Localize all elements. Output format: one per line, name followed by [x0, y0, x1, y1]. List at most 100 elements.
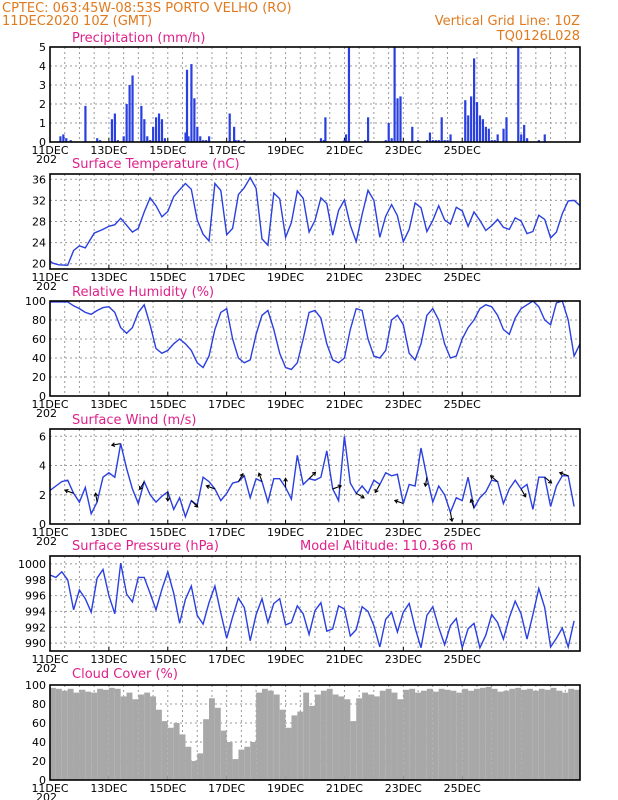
cloud-cover-column: [144, 692, 151, 780]
precip-bar: [478, 115, 482, 142]
precip-xtick-label: 11DEC: [31, 144, 68, 157]
precip-year-label: 202: [36, 153, 57, 166]
precip-bar: [526, 138, 529, 142]
wind-arrowhead: [93, 492, 99, 497]
date-header: 11DEC2020 10Z (GMT): [2, 14, 152, 29]
cloud-xtick-label: 23DEC: [385, 782, 422, 795]
cloud-cover-column: [197, 753, 204, 780]
cloud-cover-column: [397, 699, 404, 780]
cloud-cover-column: [568, 688, 575, 780]
precip-bar: [69, 140, 72, 142]
precip-bar: [490, 140, 493, 142]
precip-bar: [205, 140, 208, 142]
precip-ytick-label: 4: [39, 60, 46, 73]
precip-bar: [517, 47, 520, 142]
wind-title: Surface Wind (m/s): [72, 413, 196, 428]
wind-arrowhead: [205, 484, 210, 489]
wind-arrowhead: [522, 493, 527, 498]
precip-bar: [184, 132, 187, 142]
temp-ytick-label: 36: [32, 173, 46, 186]
precip-bar: [344, 134, 348, 142]
cloud-cover-column: [61, 690, 68, 780]
cloud-year-label: 202: [36, 791, 57, 800]
precip-bar: [128, 85, 131, 142]
precip-bar: [367, 117, 370, 142]
wind-arrow: [424, 477, 428, 487]
cloud-cover-column: [468, 690, 474, 780]
cloud-cover-column: [120, 696, 127, 780]
precip-bar: [393, 47, 396, 142]
precip-bar: [487, 128, 490, 142]
cloud-frame: [49, 684, 581, 781]
wind-frame: [49, 428, 581, 525]
precip-bar: [470, 96, 473, 142]
cloud-cover-column: [50, 687, 56, 780]
cloud-cover-column: [232, 759, 239, 780]
cloud-cover-column: [297, 711, 304, 780]
cloud-ytick-label: 80: [32, 698, 46, 711]
cloud-cover-column: [474, 688, 480, 780]
precip-bar: [157, 113, 161, 142]
precip-bar: [116, 140, 119, 142]
wind-xtick-label: 17DEC: [208, 526, 245, 539]
pressure-ytick-label: 998: [25, 574, 46, 587]
pressure-title: Surface Pressure (hPa): [72, 539, 219, 554]
precip-bar: [62, 134, 65, 142]
precip-bar: [233, 126, 236, 142]
cloud-cover-column: [250, 742, 257, 780]
precip-bar: [322, 140, 326, 142]
cloud-cover-column: [562, 692, 569, 780]
cloud-cover-column: [409, 688, 416, 780]
cloud-cover-column: [373, 696, 380, 780]
temp-frame: [49, 173, 581, 270]
precip-bar: [387, 123, 390, 142]
precip-bar: [193, 98, 196, 142]
cloud-cover-column: [574, 689, 580, 780]
pressure-xtick-label: 23DEC: [385, 653, 422, 666]
precip-bar: [390, 138, 393, 142]
precip-xtick-label: 19DEC: [267, 144, 304, 157]
cloud-cover-column: [338, 696, 345, 780]
cloud-cover-column: [385, 688, 392, 780]
precip-xtick-label: 17DEC: [208, 144, 245, 157]
wind-arrowhead: [194, 503, 199, 508]
wind-arrowhead: [337, 484, 343, 489]
pressure-panel: Surface Pressure (hPa) 990 992 994 996 998 100…: [18, 539, 581, 675]
pressure-xtick-label: 19DEC: [267, 653, 304, 666]
precip-xtick-label: 13DEC: [90, 144, 127, 157]
wind-arrowhead: [165, 497, 171, 502]
cloud-cover-column: [538, 688, 545, 780]
temp-title: Surface Temperature (nC): [72, 157, 240, 172]
precip-bar: [146, 136, 149, 142]
precip-bar: [399, 96, 402, 142]
precip-bar: [449, 134, 452, 142]
cloud-cover-column: [362, 692, 368, 780]
wind-arrowhead: [423, 482, 429, 488]
wind-arrow: [559, 472, 569, 477]
wind-arrowhead: [548, 479, 553, 484]
cloud-cover-column: [91, 692, 98, 780]
wind-ytick-label: 2: [39, 489, 46, 502]
precip-bar: [140, 105, 143, 142]
cloud-cover-column: [379, 690, 386, 780]
precip-bar: [467, 115, 470, 142]
wind-arrowhead: [469, 498, 475, 504]
precip-bar: [543, 134, 546, 142]
precip-ytick-label: 5: [39, 41, 46, 54]
wind-ytick-label: 6: [39, 430, 46, 443]
wind-arrow: [64, 489, 74, 494]
pressure-xtick-label: 13DEC: [90, 653, 127, 666]
wind-xtick-label: 25DEC: [444, 526, 481, 539]
rh-frame: [49, 300, 581, 397]
precip-bar: [155, 117, 158, 142]
rh-xtick-label: 17DEC: [208, 398, 245, 411]
cloud-cover-column: [191, 761, 198, 780]
run-code: TQ0126L028: [496, 29, 580, 44]
precip-bar: [202, 140, 205, 142]
cloud-title: Cloud Cover (%): [72, 667, 178, 682]
wind-arrow: [237, 473, 244, 482]
precip-bar: [417, 140, 420, 142]
pressure-xtick-label: 25DEC: [444, 653, 481, 666]
precip-bar: [187, 136, 190, 142]
cloud-cover-column: [426, 688, 433, 780]
